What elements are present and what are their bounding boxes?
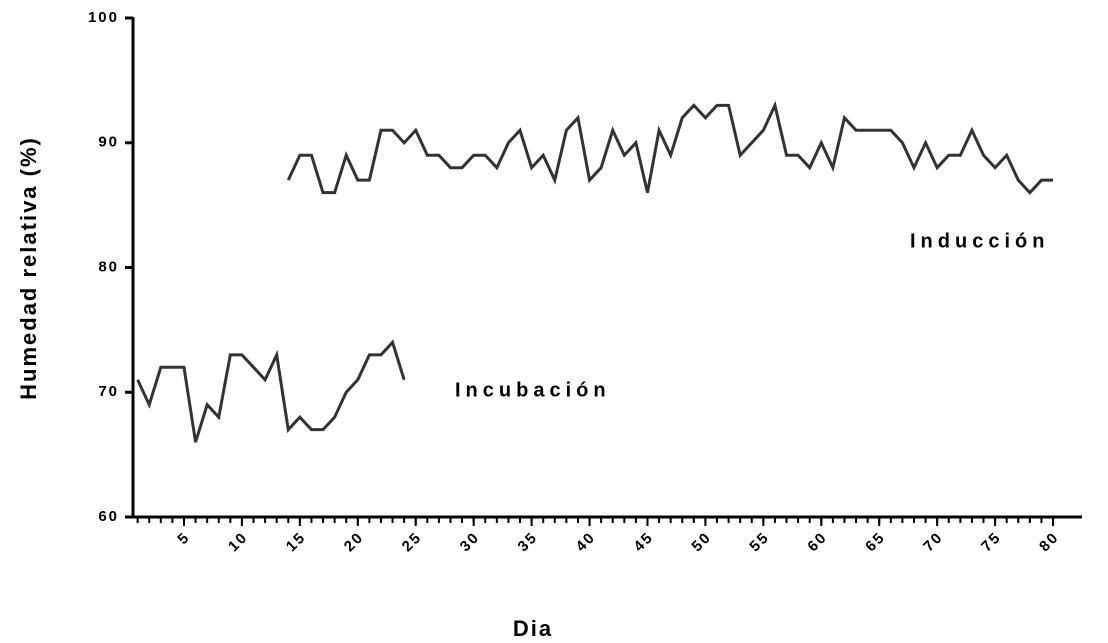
x-tick-label: 20 xyxy=(341,529,368,556)
x-tick-label: 50 xyxy=(688,529,715,556)
data-line xyxy=(136,339,406,443)
y-tick-label: 70 xyxy=(98,383,119,400)
y-axis-label: Humedad relativa (%) xyxy=(16,136,41,400)
x-tick-label: 30 xyxy=(457,529,484,556)
x-tick-label: 65 xyxy=(862,529,889,556)
x-tick-label: 15 xyxy=(283,529,310,556)
x-tick-label: 35 xyxy=(515,529,542,556)
x-tick-label: 45 xyxy=(630,529,657,556)
x-tick-label: 40 xyxy=(573,529,600,556)
x-tick-label: 25 xyxy=(399,529,426,556)
x-tick-label: 5 xyxy=(174,529,193,548)
x-tick-label: 75 xyxy=(978,529,1005,556)
series-label: Inducción xyxy=(910,230,1049,252)
x-tick-label: 55 xyxy=(746,529,773,556)
x-tick-label: 60 xyxy=(804,529,831,556)
x-tick-label: 10 xyxy=(225,529,252,556)
x-axis-label: Dia xyxy=(513,616,553,641)
series-label: Incubación xyxy=(455,379,611,401)
y-tick-label: 100 xyxy=(88,9,119,26)
x-tick-label: 70 xyxy=(920,529,947,556)
y-tick-label: 60 xyxy=(98,508,119,525)
y-tick-label: 80 xyxy=(98,258,119,275)
y-tick-label: 90 xyxy=(98,134,119,151)
data-line xyxy=(286,100,1054,195)
x-tick-label: 80 xyxy=(1036,529,1063,556)
